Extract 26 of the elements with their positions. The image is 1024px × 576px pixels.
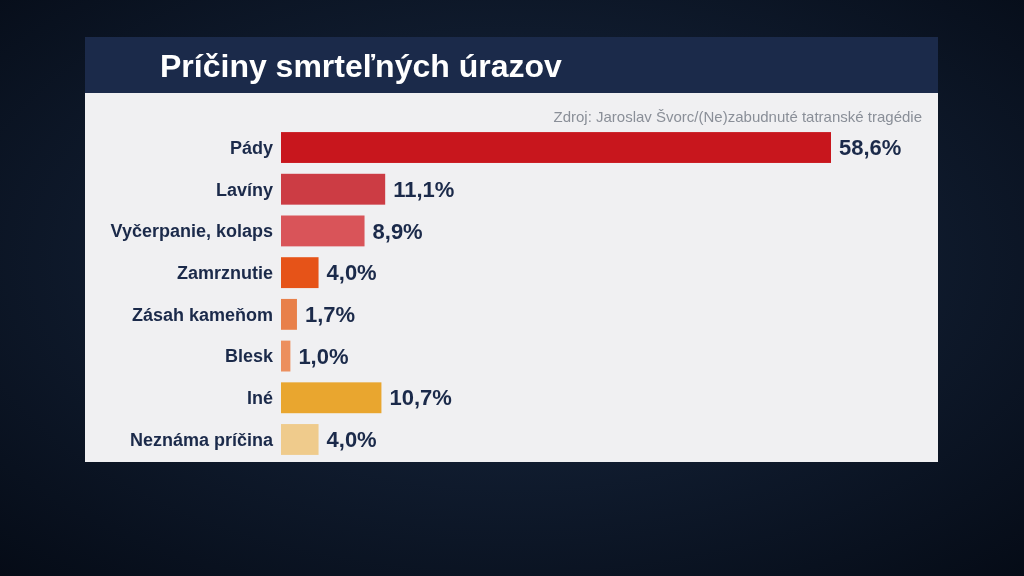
- data-label: 4,0%: [326, 260, 377, 286]
- y-tick-label: Blesk: [224, 346, 274, 367]
- bar: [281, 132, 831, 163]
- y-tick-label: Pády: [229, 137, 273, 158]
- y-tick-label: Vyčerpanie, kolaps: [110, 221, 273, 242]
- text: Zdroj: Jaroslav Švorc/(Ne)zabudnuté tatranské tragédie: [553, 108, 922, 125]
- y-tick-label: Iné: [246, 388, 273, 409]
- data-label: 10,7%: [389, 385, 452, 411]
- bar: [281, 382, 382, 414]
- data-label: 1,7%: [304, 302, 356, 328]
- y-tick-label: Lavíny: [215, 179, 273, 200]
- bar: [281, 257, 319, 289]
- data-label: 11,1%: [393, 176, 455, 202]
- bar: [281, 424, 319, 455]
- data-label: 8,9%: [372, 218, 423, 244]
- data-label: 1,0%: [298, 343, 349, 369]
- data-label: 4,0%: [326, 427, 377, 453]
- y-tick-label: Zásah kameňom: [131, 304, 273, 325]
- bar: [281, 340, 291, 372]
- bar: [281, 173, 386, 205]
- bar: [281, 215, 365, 247]
- chart-title: Príčiny smrteľných úrazov: [160, 48, 563, 84]
- data-label: 58,6%: [839, 135, 902, 161]
- bar: [281, 298, 297, 330]
- y-tick-label: Neznáma príčina: [129, 429, 274, 450]
- y-tick-label: Zamrznutie: [176, 262, 273, 283]
